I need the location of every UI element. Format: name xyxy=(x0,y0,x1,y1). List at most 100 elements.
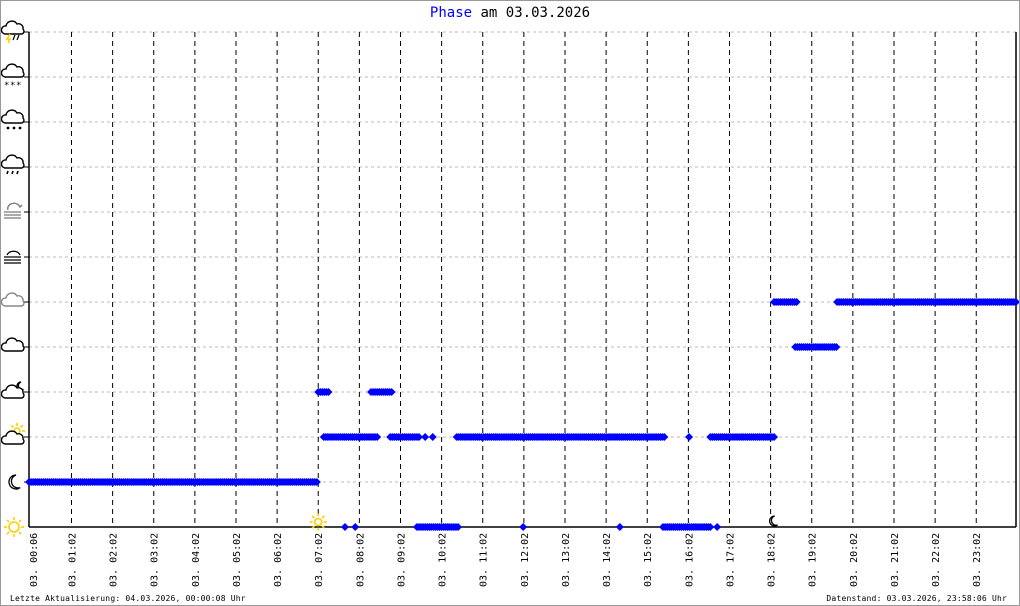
x-tick-label: 03. 16:02 xyxy=(684,533,695,587)
fog-icon xyxy=(4,250,21,264)
data-point xyxy=(770,433,779,441)
snowflake: * xyxy=(4,81,9,91)
sleet-dot xyxy=(6,126,10,130)
cloud-sun-icon xyxy=(1,423,25,445)
sleet-dot xyxy=(12,126,16,130)
data-point xyxy=(713,523,722,531)
sun-ray xyxy=(10,424,15,429)
x-tick-label: 03. 10:02 xyxy=(438,533,449,587)
sun-ray xyxy=(321,515,325,519)
sun-icon xyxy=(4,517,24,537)
x-tick-label: 03. 22:02 xyxy=(931,533,942,587)
data-point xyxy=(685,433,694,441)
thunderstorm-icon xyxy=(1,20,25,44)
data-point xyxy=(454,523,463,531)
chart-title-rest: am 03.03.2026 xyxy=(472,5,591,21)
data-point xyxy=(792,298,801,306)
cloud-moon-icon xyxy=(1,381,25,399)
fog-cloud-arc xyxy=(7,202,23,211)
data-point xyxy=(373,433,382,441)
sun-ray xyxy=(18,531,22,535)
x-tick-label: 03. 19:02 xyxy=(808,533,819,587)
x-tick-label: 03. 18:02 xyxy=(767,533,778,587)
lightning-bolt xyxy=(5,33,12,44)
moon-icon xyxy=(8,474,21,490)
x-tick-label: 03. 01:02 xyxy=(67,533,78,587)
cloud-shape xyxy=(1,63,25,78)
x-tick-label: 03. 09:02 xyxy=(396,533,407,587)
sun-ray xyxy=(18,519,22,523)
data-point xyxy=(1012,298,1019,306)
x-tick-label: 03. 11:02 xyxy=(479,533,490,587)
data-point xyxy=(324,388,333,396)
moon-shape xyxy=(769,515,779,527)
data-point xyxy=(340,523,349,531)
data-point xyxy=(615,523,624,531)
data-point xyxy=(519,523,528,531)
data-state-text: Datenstand: 03.03.2026, 23:58:06 Uhr xyxy=(826,594,1007,603)
data-markers xyxy=(25,298,1019,531)
x-tick-label: 03. 15:02 xyxy=(643,533,654,587)
x-tick-label: 03. 04:02 xyxy=(191,533,202,587)
x-tick-label: 03. 20:02 xyxy=(849,533,860,587)
cloud-icon xyxy=(1,337,25,352)
snowflake: * xyxy=(16,81,21,91)
cloud-shape xyxy=(1,154,25,169)
snow-cloud-icon: * * * xyxy=(1,63,25,91)
data-point xyxy=(312,478,321,486)
rain-drop xyxy=(16,170,19,175)
x-tick-label: 03. 02:02 xyxy=(109,533,120,587)
x-tick-label: 03. 00:06 xyxy=(29,533,40,587)
rain-drop xyxy=(11,170,14,175)
sun-disc xyxy=(8,521,20,533)
data-point xyxy=(832,343,841,351)
x-tick-label: 03. 13:02 xyxy=(561,533,572,587)
moon-shape xyxy=(8,474,21,490)
data-point xyxy=(415,433,424,441)
sun-ray xyxy=(6,531,10,535)
sleet-dot xyxy=(18,126,22,130)
cloud-shape xyxy=(1,384,25,399)
rain-drop xyxy=(6,170,9,175)
cloud-shape xyxy=(1,109,25,124)
sunrise-sun-icon xyxy=(309,513,327,531)
cloud-shape xyxy=(1,20,25,35)
data-point xyxy=(351,523,360,531)
sun-ray xyxy=(19,424,24,429)
chart-title: Phase am 03.03.2026 xyxy=(1,5,1019,21)
sun-ray xyxy=(321,525,325,529)
cloud-shape xyxy=(1,337,25,352)
snowflake: * xyxy=(10,81,15,91)
x-tick-label: 03. 06:02 xyxy=(273,533,284,587)
cloud-shape xyxy=(1,292,25,307)
chart-title-highlight: Phase xyxy=(429,5,473,21)
last-update-text: Letzte Aktualisierung: 04.03.2026, 00:00… xyxy=(10,594,246,603)
fog-arc xyxy=(6,250,21,256)
data-point xyxy=(428,433,437,441)
sun-ray xyxy=(6,519,10,523)
sun-ray xyxy=(311,515,315,519)
data-point xyxy=(421,433,430,441)
cloud-gray-icon xyxy=(1,292,25,307)
rain-drop xyxy=(12,34,16,41)
x-tick-label: 03. 03:02 xyxy=(150,533,161,587)
data-point xyxy=(706,523,715,531)
x-tick-label: 03. 21:02 xyxy=(890,533,901,587)
cloud-shape xyxy=(1,430,25,445)
data-point xyxy=(387,388,396,396)
x-tick-label: 03. 07:02 xyxy=(314,533,325,587)
x-tick-label: 03. 14:02 xyxy=(602,533,613,587)
sleet-cloud-icon xyxy=(1,109,25,130)
x-tick-label: 03. 23:02 xyxy=(972,533,983,587)
fog-cloud-icon xyxy=(4,202,23,219)
rain-cloud-icon xyxy=(1,154,25,175)
x-tick-label: 03. 05:02 xyxy=(232,533,243,587)
x-tick-label: 03. 17:02 xyxy=(725,533,736,587)
rain-drop xyxy=(16,34,20,41)
x-tick-label: 03. 08:02 xyxy=(355,533,366,587)
x-tick-label: 03. 12:02 xyxy=(520,533,531,587)
data-point xyxy=(660,433,669,441)
sun-disc xyxy=(313,517,323,527)
